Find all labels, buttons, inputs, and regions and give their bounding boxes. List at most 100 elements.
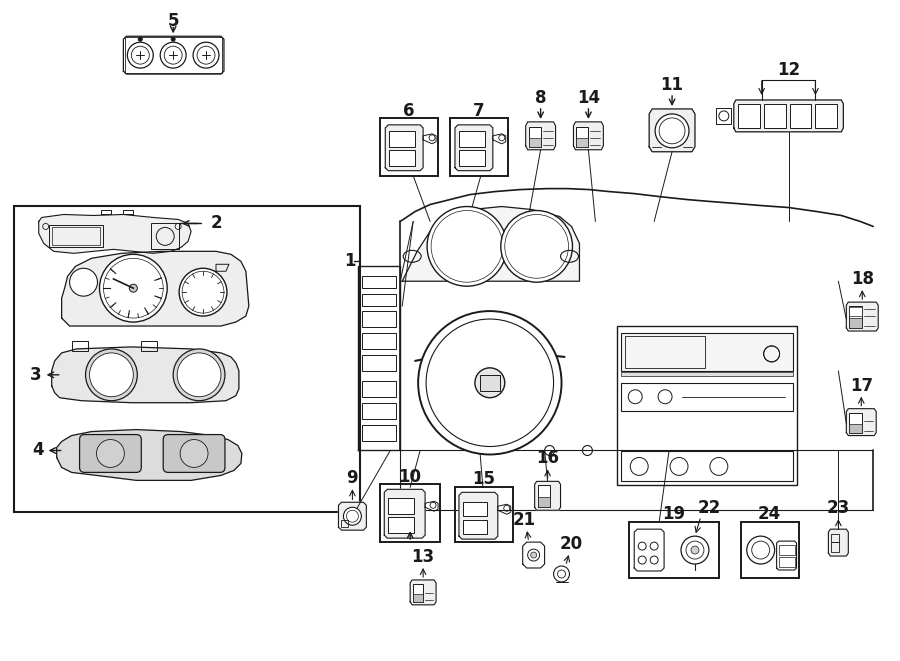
Bar (621, 451, 793, 481)
Text: 24: 24 (758, 505, 781, 524)
Bar (741, 522, 798, 578)
Polygon shape (777, 541, 797, 570)
Bar (125, 37, 222, 73)
Bar (455, 487, 513, 542)
Text: 19: 19 (662, 505, 686, 524)
Polygon shape (649, 109, 695, 152)
Polygon shape (535, 481, 561, 510)
Bar (49, 225, 104, 247)
Bar (141, 341, 158, 351)
Bar (850, 318, 862, 328)
Circle shape (89, 353, 133, 397)
Polygon shape (828, 529, 849, 556)
Text: 23: 23 (827, 499, 850, 518)
Text: 22: 22 (698, 499, 721, 518)
Circle shape (554, 566, 570, 582)
Bar (764, 104, 786, 128)
Text: 20: 20 (560, 535, 583, 553)
Bar (413, 594, 423, 602)
Polygon shape (634, 529, 664, 571)
Polygon shape (338, 502, 366, 530)
Bar (738, 104, 760, 128)
Text: 10: 10 (399, 469, 422, 486)
Bar (450, 118, 508, 176)
Bar (626, 336, 705, 368)
Bar (577, 127, 589, 147)
Circle shape (747, 536, 775, 564)
Circle shape (418, 311, 562, 455)
Polygon shape (846, 302, 878, 331)
Polygon shape (385, 125, 423, 171)
Circle shape (179, 268, 227, 316)
Bar (459, 131, 485, 147)
Polygon shape (39, 214, 191, 253)
Text: 13: 13 (411, 548, 435, 566)
Polygon shape (402, 206, 580, 281)
Polygon shape (384, 489, 425, 538)
Bar (341, 520, 348, 527)
Circle shape (428, 206, 507, 286)
Text: 6: 6 (403, 102, 415, 120)
Text: 5: 5 (167, 13, 179, 30)
Circle shape (139, 37, 142, 41)
Bar (72, 341, 87, 351)
Bar (388, 498, 414, 514)
Polygon shape (459, 492, 498, 539)
Circle shape (173, 349, 225, 401)
Bar (381, 118, 438, 176)
Bar (617, 326, 796, 485)
Circle shape (100, 254, 167, 322)
Bar (480, 375, 500, 391)
Text: 2: 2 (211, 214, 222, 233)
Bar (459, 150, 485, 166)
Bar (832, 542, 840, 552)
Polygon shape (455, 333, 525, 371)
Circle shape (500, 210, 572, 282)
Bar (388, 517, 414, 533)
Bar (381, 485, 440, 542)
Text: 4: 4 (32, 442, 43, 459)
Text: 11: 11 (661, 76, 684, 94)
Bar (463, 502, 487, 516)
Text: 16: 16 (536, 449, 559, 467)
Bar (363, 294, 396, 306)
Bar (629, 522, 719, 578)
Bar (850, 307, 862, 316)
Bar (621, 372, 793, 376)
Circle shape (180, 440, 208, 467)
Polygon shape (716, 108, 731, 124)
Polygon shape (523, 542, 544, 568)
Text: 18: 18 (850, 270, 874, 288)
Text: 9: 9 (346, 469, 358, 487)
Text: 17: 17 (850, 377, 873, 395)
Circle shape (344, 507, 362, 525)
Circle shape (691, 546, 699, 554)
Polygon shape (455, 125, 493, 171)
Circle shape (130, 284, 138, 292)
Polygon shape (734, 100, 843, 132)
Bar (832, 534, 840, 542)
Bar (577, 137, 589, 147)
Bar (363, 381, 396, 397)
Bar (621, 383, 793, 410)
FancyBboxPatch shape (163, 434, 225, 473)
Circle shape (171, 37, 176, 41)
Bar (815, 104, 837, 128)
Bar (850, 412, 862, 432)
Text: 12: 12 (777, 61, 800, 79)
Bar (14, 206, 360, 512)
Circle shape (177, 353, 221, 397)
Bar (363, 311, 396, 327)
Bar (537, 497, 550, 507)
Bar (363, 403, 396, 418)
Bar (363, 333, 396, 349)
Bar (621, 333, 793, 371)
Text: 15: 15 (472, 471, 495, 488)
Circle shape (475, 368, 505, 398)
Bar (778, 545, 795, 555)
Polygon shape (51, 347, 239, 403)
Bar (363, 276, 396, 288)
Circle shape (69, 268, 97, 296)
Polygon shape (61, 251, 248, 326)
Bar (778, 557, 795, 567)
